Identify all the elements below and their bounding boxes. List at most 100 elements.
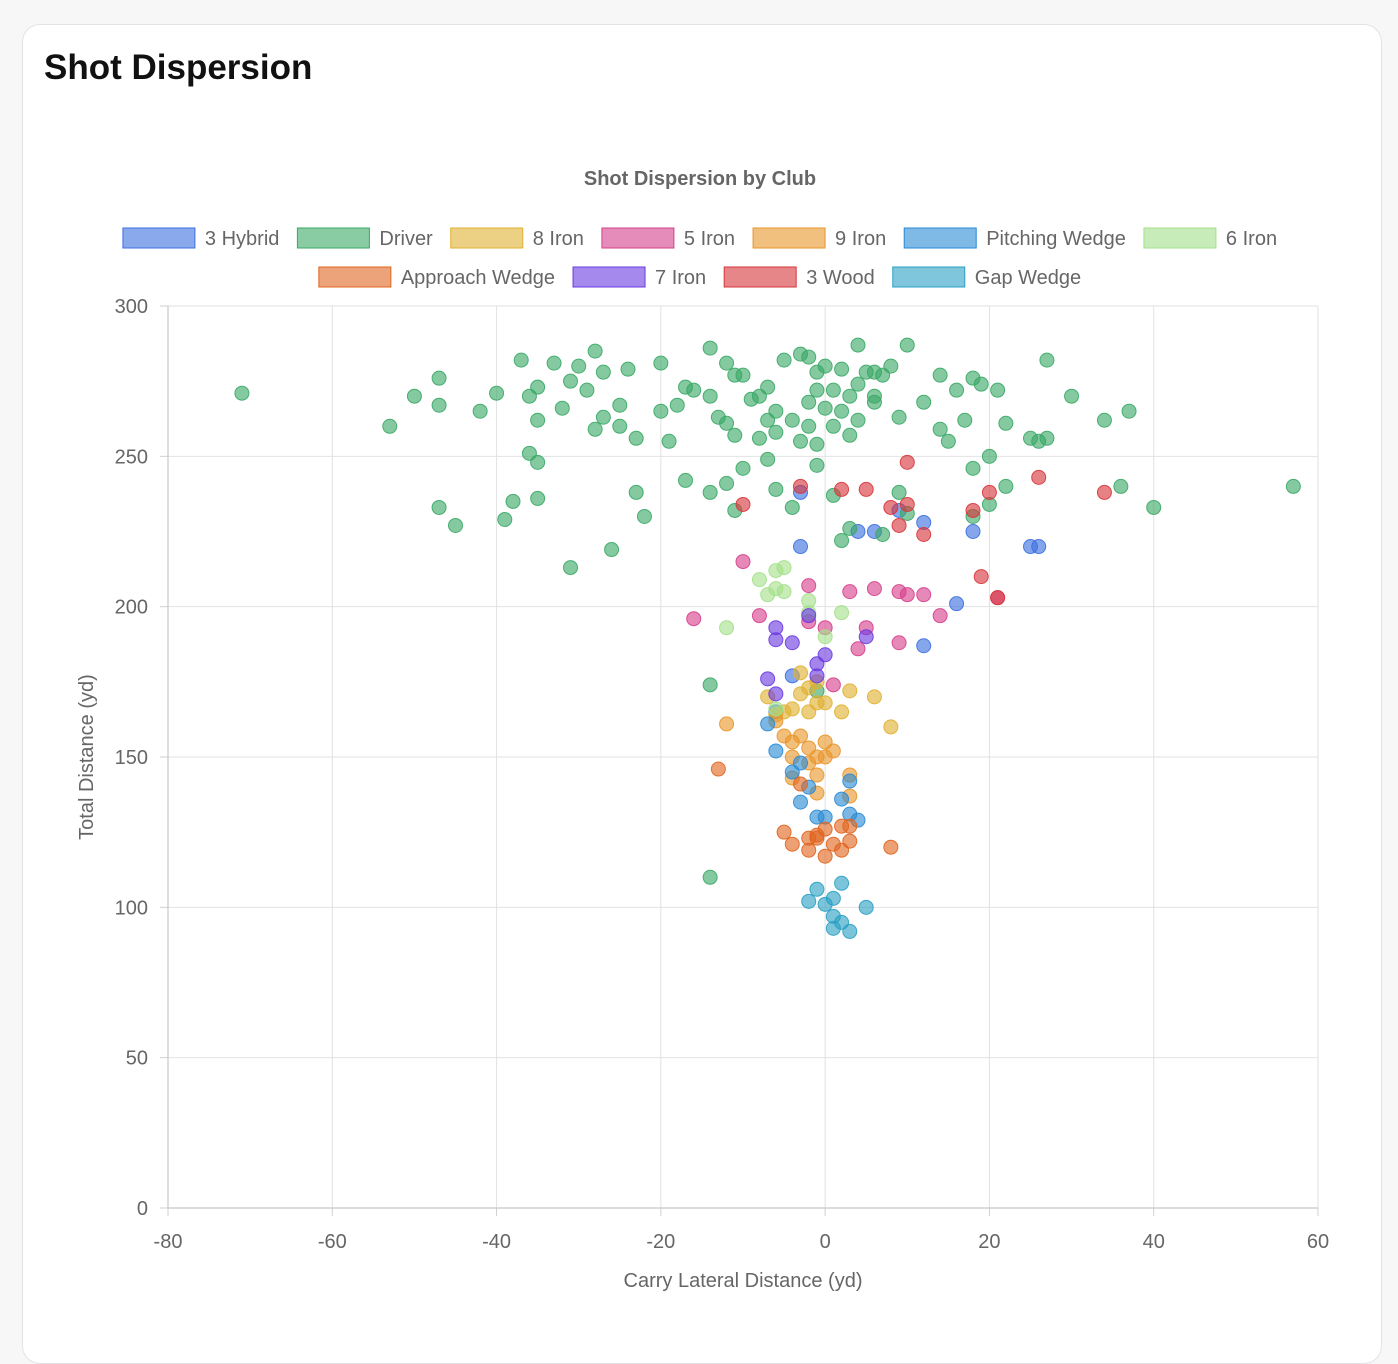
data-point[interactable] [702, 388, 718, 404]
data-point[interactable] [817, 848, 833, 864]
data-point[interactable] [768, 403, 784, 419]
data-point[interactable] [760, 379, 776, 395]
data-point[interactable] [899, 496, 915, 512]
data-point[interactable] [916, 527, 932, 543]
data-point[interactable] [809, 830, 825, 846]
data-point[interactable] [768, 743, 784, 759]
legend-item[interactable]: Driver [296, 227, 433, 250]
data-point[interactable] [554, 400, 570, 416]
data-point[interactable] [784, 635, 800, 651]
legend-item[interactable]: 9 Iron [752, 227, 886, 250]
data-point[interactable] [965, 502, 981, 518]
data-point[interactable] [834, 481, 850, 497]
data-point[interactable] [661, 433, 677, 449]
data-point[interactable] [891, 517, 907, 533]
legend-item[interactable]: 3 Wood [723, 266, 875, 289]
data-point[interactable] [891, 635, 907, 651]
data-point[interactable] [735, 554, 751, 570]
data-point[interactable] [521, 445, 537, 461]
data-point[interactable] [809, 457, 825, 473]
data-point[interactable] [1113, 478, 1129, 494]
legend-item[interactable]: Pitching Wedge [903, 227, 1126, 250]
data-point[interactable] [916, 638, 932, 654]
data-point[interactable] [406, 388, 422, 404]
data-point[interactable] [776, 584, 792, 600]
data-point[interactable] [563, 373, 578, 389]
data-point[interactable] [1031, 539, 1047, 555]
data-point[interactable] [809, 767, 825, 783]
legend-item[interactable]: 7 Iron [572, 266, 706, 289]
data-point[interactable] [850, 641, 866, 657]
data-point[interactable] [949, 382, 965, 398]
data-point[interactable] [595, 409, 611, 425]
data-point[interactable] [579, 382, 595, 398]
data-point[interactable] [546, 355, 562, 371]
data-point[interactable] [809, 436, 825, 452]
data-point[interactable] [973, 569, 989, 585]
data-point[interactable] [760, 587, 776, 603]
data-point[interactable] [530, 490, 546, 506]
data-point[interactable] [793, 755, 808, 771]
data-point[interactable] [899, 454, 915, 470]
data-point[interactable] [998, 415, 1014, 431]
data-point[interactable] [571, 358, 587, 374]
data-point[interactable] [497, 511, 513, 527]
data-point[interactable] [1096, 484, 1112, 500]
data-point[interactable] [735, 496, 751, 512]
data-point[interactable] [801, 349, 817, 365]
data-point[interactable] [505, 493, 521, 509]
data-point[interactable] [809, 695, 825, 711]
data-point[interactable] [472, 403, 488, 419]
data-point[interactable] [653, 355, 669, 371]
data-point[interactable] [1285, 478, 1301, 494]
data-point[interactable] [686, 382, 702, 398]
data-point[interactable] [801, 608, 817, 624]
data-point[interactable] [760, 451, 776, 467]
data-point[interactable] [702, 484, 718, 500]
data-point[interactable] [998, 478, 1014, 494]
data-point[interactable] [932, 421, 948, 437]
legend-item[interactable]: 6 Iron [1143, 227, 1277, 250]
data-point[interactable] [448, 517, 463, 533]
data-point[interactable] [513, 352, 529, 368]
data-point[interactable] [834, 605, 850, 621]
data-point[interactable] [801, 578, 817, 594]
data-point[interactable] [834, 791, 850, 807]
data-point[interactable] [587, 421, 603, 437]
data-point[interactable] [751, 608, 767, 624]
data-point[interactable] [382, 418, 398, 434]
data-point[interactable] [809, 382, 825, 398]
legend-item[interactable]: 5 Iron [601, 227, 735, 250]
data-point[interactable] [850, 376, 866, 392]
data-point[interactable] [768, 686, 784, 702]
data-point[interactable] [719, 620, 735, 636]
data-point[interactable] [817, 647, 833, 663]
data-point[interactable] [866, 689, 882, 705]
data-point[interactable] [702, 677, 718, 693]
data-point[interactable] [793, 776, 808, 792]
data-point[interactable] [850, 337, 866, 353]
data-point[interactable] [784, 499, 800, 515]
data-point[interactable] [842, 388, 858, 404]
data-point[interactable] [784, 412, 800, 428]
data-point[interactable] [973, 376, 989, 392]
data-point[interactable] [916, 394, 932, 410]
legend-item[interactable]: 8 Iron [450, 227, 584, 250]
data-point[interactable] [710, 761, 726, 777]
data-point[interactable] [899, 337, 915, 353]
data-point[interactable] [891, 484, 907, 500]
data-point[interactable] [234, 385, 250, 401]
data-point[interactable] [719, 415, 735, 431]
data-point[interactable] [719, 716, 735, 732]
data-point[interactable] [990, 590, 1006, 606]
data-point[interactable] [981, 484, 997, 500]
data-point[interactable] [431, 370, 447, 386]
data-point[interactable] [735, 367, 751, 383]
data-point[interactable] [727, 427, 743, 443]
data-point[interactable] [620, 361, 636, 377]
data-point[interactable] [850, 412, 866, 428]
data-point[interactable] [801, 394, 817, 410]
data-point[interactable] [768, 620, 784, 636]
data-point[interactable] [834, 704, 850, 720]
data-point[interactable] [612, 418, 628, 434]
